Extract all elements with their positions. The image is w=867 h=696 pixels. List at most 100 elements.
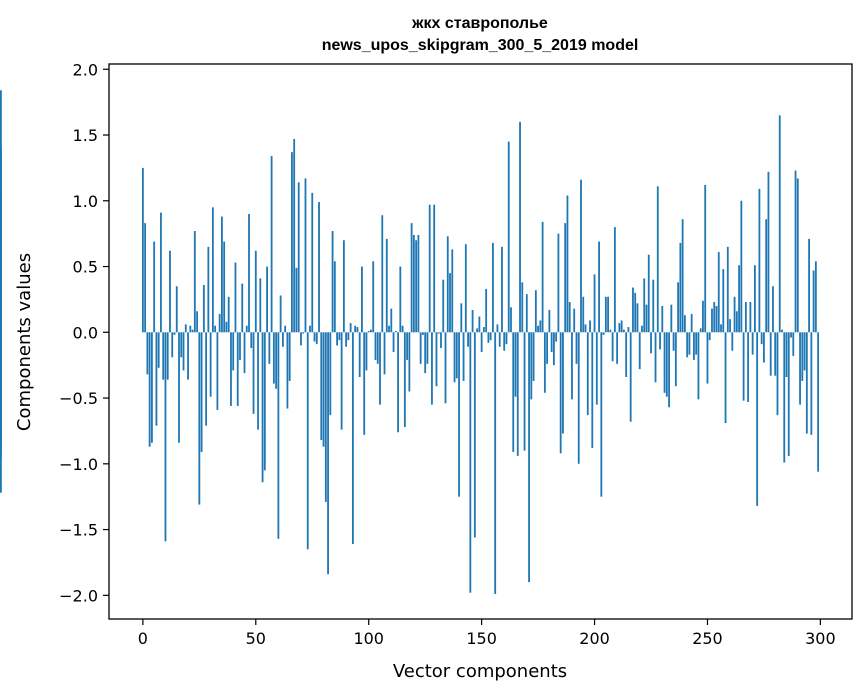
bar-147 [473, 332, 476, 538]
bar-107 [383, 332, 386, 375]
bar-231 [663, 332, 666, 393]
bar-42 [236, 332, 239, 406]
bar-29 [207, 246, 210, 333]
bar-20 [187, 332, 189, 380]
bar-212 [620, 320, 623, 333]
bar-97 [361, 266, 363, 333]
bar-177 [541, 221, 544, 333]
bar-33 [216, 332, 219, 410]
bar-123 [419, 332, 422, 364]
bar-226 [652, 279, 655, 333]
bar-25 [198, 332, 201, 505]
plot-frame [108, 63, 853, 620]
bar-36 [223, 241, 226, 333]
bar-261 [731, 332, 734, 351]
bar-204 [602, 332, 605, 335]
bar-72 [304, 178, 307, 333]
bar-17 [180, 332, 183, 358]
bar-85 [333, 261, 336, 333]
bar-224 [647, 254, 650, 333]
bar-221 [641, 325, 643, 333]
bar-267 [744, 302, 747, 333]
y-tick-label-2: 1.0 [73, 192, 98, 211]
bar-229 [659, 332, 661, 350]
bar-143 [464, 244, 467, 333]
bar-3 [148, 332, 151, 447]
bar-185 [559, 332, 562, 454]
bar-297 [812, 270, 815, 333]
bar-22 [191, 329, 194, 333]
bar-8 [160, 212, 162, 333]
bar-236 [674, 332, 677, 387]
bar-166 [516, 332, 519, 456]
bar-127 [428, 204, 431, 333]
bar-26 [200, 332, 203, 452]
bar-151 [482, 327, 485, 333]
bar-7 [157, 332, 160, 368]
bar-73 [306, 332, 309, 550]
y-tick-label-6: −1.0 [59, 455, 98, 474]
bar-13 [171, 332, 174, 358]
bar-67 [293, 138, 296, 333]
bar-113 [397, 332, 399, 433]
bar-122 [417, 234, 420, 333]
bar-56 [268, 332, 271, 364]
bar-114 [399, 266, 402, 333]
bar-12 [169, 250, 171, 333]
bar-144 [467, 332, 469, 347]
bar-115 [401, 325, 404, 333]
bar-157 [496, 324, 499, 333]
bar-91 [347, 332, 350, 341]
bar-207 [609, 329, 612, 333]
bar-167 [519, 121, 521, 333]
bar-281 [776, 332, 779, 416]
bar-222 [643, 278, 646, 333]
bar-52 [259, 278, 262, 333]
x-tick-label-1: 50 [246, 629, 266, 648]
bar-294 [805, 332, 808, 434]
bar-24 [196, 311, 198, 333]
bar-61 [279, 295, 282, 333]
bar-287 [790, 332, 792, 338]
bar-296 [810, 332, 813, 435]
bar-197 [586, 332, 589, 416]
bar-99 [365, 332, 368, 371]
bar-206 [607, 296, 609, 333]
bar-54 [263, 332, 266, 471]
bar-183 [555, 332, 558, 342]
bar-299 [817, 332, 820, 472]
bar-75 [311, 192, 314, 333]
bar-216 [629, 332, 632, 422]
bar-187 [564, 223, 567, 333]
bar-413 [0, 332, 2, 493]
bar-420 [0, 332, 2, 364]
bar-44 [241, 283, 244, 333]
bar-291 [799, 332, 801, 405]
bar-145 [469, 332, 472, 593]
bar-217 [632, 287, 634, 333]
bar-30 [209, 332, 212, 397]
bar-70 [300, 332, 302, 346]
bar-242 [688, 332, 691, 355]
bar-140 [458, 332, 460, 497]
bar-276 [765, 219, 768, 333]
bar-180 [548, 309, 551, 333]
bar-250 [706, 332, 709, 384]
bar-275 [763, 332, 765, 363]
bar-160 [503, 332, 506, 351]
bar-298 [814, 261, 817, 333]
bar-200 [593, 274, 596, 333]
bar-137 [451, 249, 454, 333]
bar-208 [611, 332, 614, 362]
bar-9 [162, 332, 165, 380]
bar-32 [214, 325, 217, 333]
y-tick-label-8: −2.0 [59, 586, 98, 605]
bar-171 [528, 332, 530, 583]
bar-121 [415, 240, 418, 333]
bar-228 [656, 186, 659, 333]
bar-94 [354, 325, 357, 333]
bar-257 [722, 269, 725, 333]
bar-84 [331, 231, 334, 333]
bar-60 [277, 332, 280, 539]
